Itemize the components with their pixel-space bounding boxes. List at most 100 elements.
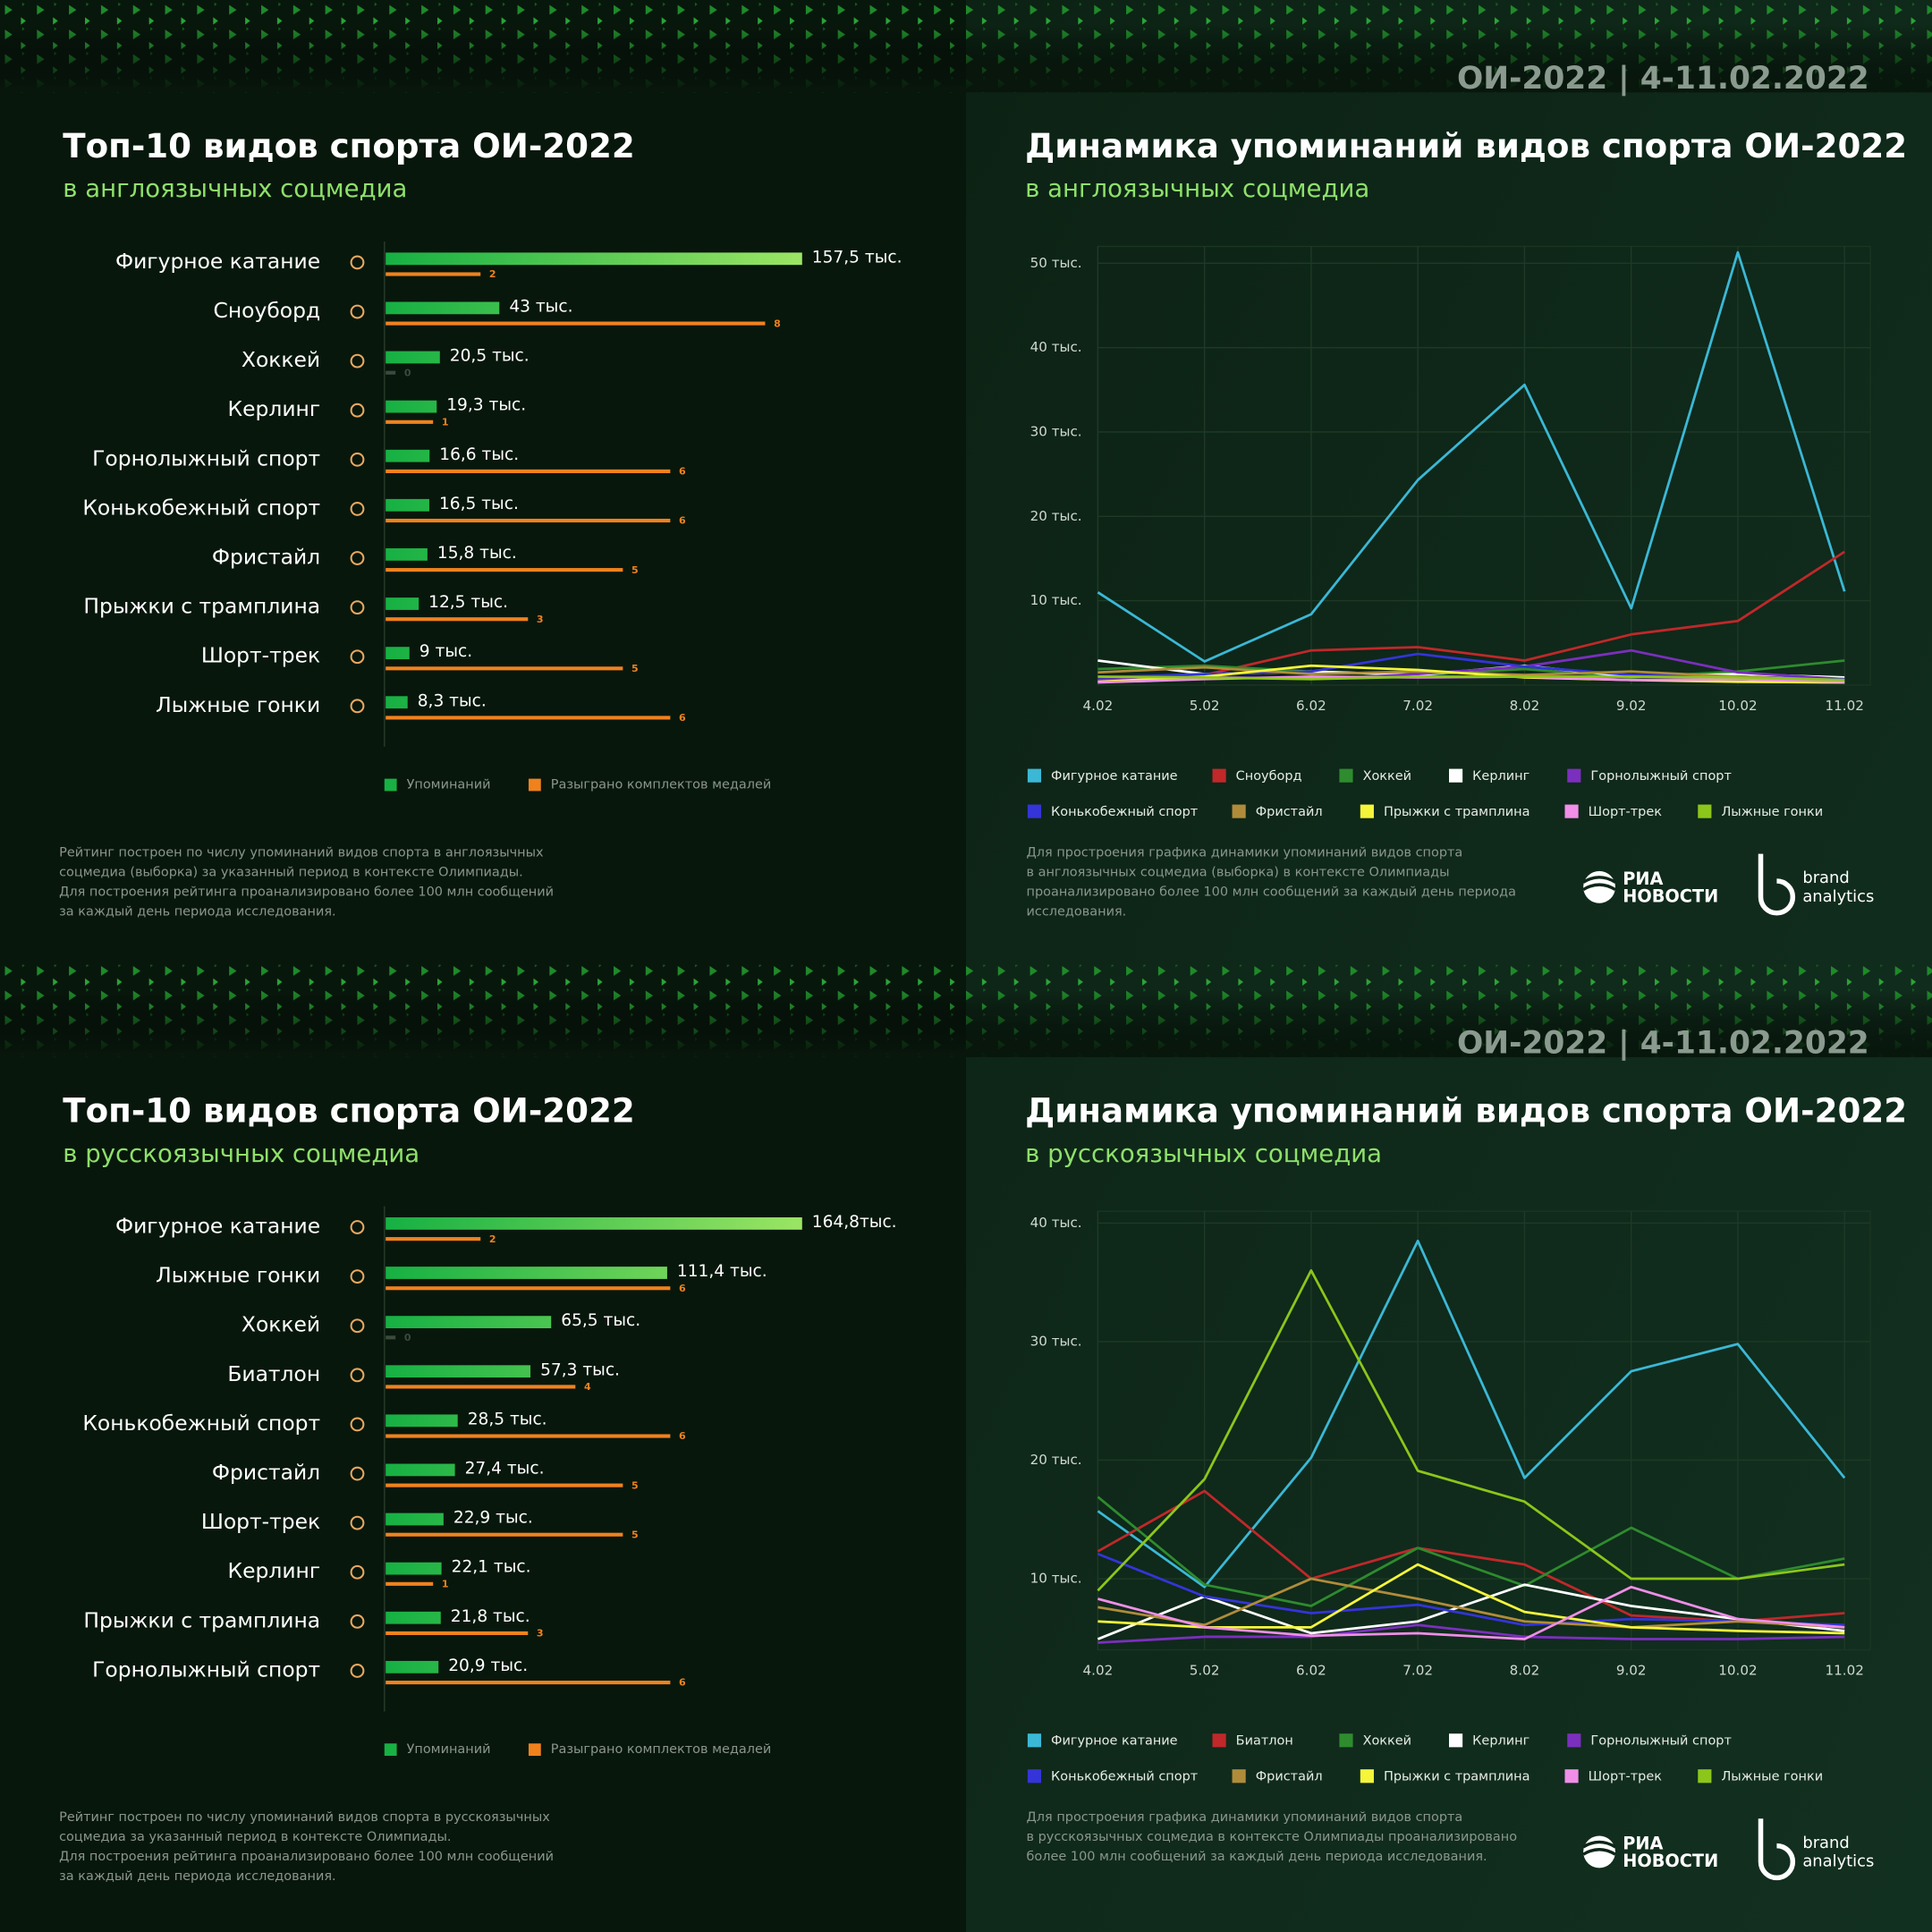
chart-subtitle: в англоязычных соцмедиа [1025, 174, 1369, 203]
category-label: Горнолыжный спорт [92, 1657, 320, 1682]
footnote: Для построения рейтинга проанализировано… [59, 1850, 554, 1864]
y-tick-label: 30 тыс. [1030, 423, 1082, 439]
legend-swatch [1564, 1769, 1579, 1784]
medal-label: 5 [631, 663, 639, 674]
legend-label: Горнолыжный спорт [1590, 769, 1731, 784]
logo-text: brand [1802, 869, 1849, 887]
value-label: 21,8 тыс. [451, 1607, 530, 1626]
x-tick-label: 9.02 [1616, 1662, 1647, 1678]
medal-bar [386, 1680, 671, 1685]
line-series [1097, 664, 1845, 684]
sport-icon [350, 1318, 365, 1334]
category-label: Фристайл [212, 1460, 320, 1485]
medal-bar [386, 716, 671, 720]
footnote: более 100 млн сообщений за каждый день п… [1027, 1850, 1487, 1864]
sport-icon [350, 551, 365, 565]
bar [386, 647, 410, 659]
bar [386, 1660, 439, 1674]
legend-swatch [1339, 1733, 1353, 1748]
logo-icon [1582, 1840, 1616, 1856]
legend-swatch [1698, 804, 1712, 818]
x-tick-label: 7.02 [1402, 698, 1433, 714]
x-tick-label: 5.02 [1190, 698, 1220, 714]
value-label: 12,5 тыс. [428, 593, 508, 612]
medal-label: 6 [679, 1283, 686, 1294]
legend-label: Упоминаний [407, 1742, 491, 1757]
footnote: Для построения рейтинга проанализировано… [59, 885, 554, 899]
medal-label: 5 [631, 564, 639, 576]
decor [0, 24, 1932, 93]
legend-label: Фристайл [1256, 805, 1323, 819]
footnote: соцмедиа за указанный период в контексте… [59, 1830, 451, 1844]
medal-label: 8 [774, 318, 781, 329]
medal-label: 4 [584, 1381, 591, 1393]
legend-label: Фигурное катание [1051, 1733, 1178, 1748]
legend-swatch [1449, 1733, 1463, 1748]
bar [386, 1562, 442, 1575]
medal-bar [386, 617, 529, 622]
chart-title: Динамика упоминаний видов спорта ОИ-2022 [1025, 1090, 1907, 1130]
x-tick-label: 5.02 [1190, 1662, 1220, 1678]
legend-swatch [1339, 768, 1353, 783]
medal-label: 1 [442, 417, 449, 428]
value-label: 20,9 тыс. [448, 1657, 528, 1675]
y-tick-label: 30 тыс. [1030, 1333, 1082, 1349]
legend-swatch [1564, 804, 1579, 818]
legend-swatch [1449, 768, 1463, 783]
medal-bar [386, 568, 623, 572]
chart-panel: Топ-10 видов спорта ОИ-2022 в англоязычны… [59, 126, 902, 919]
legend-label: Керлинг [1472, 769, 1530, 784]
legend-label: Лыжные гонки [1721, 805, 1823, 819]
value-label: 27,4 тыс. [465, 1460, 545, 1479]
bar [386, 301, 500, 315]
sport-icon [350, 1417, 365, 1432]
chart-title: Динамика упоминаний видов спорта ОИ-2022 [1025, 126, 1907, 165]
medal-bar [386, 272, 481, 276]
legend-swatch [1027, 1733, 1042, 1748]
legend-label: Упоминаний [407, 778, 491, 792]
sport-icon [350, 1368, 365, 1383]
chart-panel: ОИ-2022 | 4-11.02.2022 Динамика упоминани… [1025, 1026, 1907, 1881]
medal-label: 1 [442, 1579, 449, 1590]
bar [386, 1611, 441, 1624]
footnote: за каждый день периода исследования. [59, 904, 336, 919]
x-tick-label: 11.02 [1826, 1662, 1864, 1678]
value-label: 164,8тыс. [812, 1213, 897, 1232]
medal-bar [386, 370, 396, 375]
sport-icon [350, 255, 365, 270]
chart-title: Топ-10 видов спорта ОИ-2022 [63, 126, 635, 165]
y-tick-label: 50 тыс. [1030, 255, 1082, 271]
medal-bar [386, 666, 623, 671]
value-label: 20,5 тыс. [450, 347, 530, 366]
medal-label: 6 [679, 1430, 686, 1442]
medal-label: 6 [679, 515, 686, 527]
x-tick-label: 4.02 [1083, 698, 1114, 714]
header: ОИ-2022 | 4-11.02.2022 [1457, 1026, 1869, 1062]
category-label: Прыжки с трамплина [83, 1607, 320, 1632]
value-label: 15,8 тыс. [437, 544, 517, 563]
legend-label: Хоккей [1363, 769, 1412, 784]
legend-swatch [1232, 804, 1246, 818]
legend-label: Разыграно комплектов медалей [551, 1742, 772, 1757]
x-tick-label: 9.02 [1616, 698, 1647, 714]
legend-swatch [1698, 1769, 1712, 1784]
value-label: 28,5 тыс. [468, 1410, 547, 1428]
sport-icon [350, 649, 365, 665]
category-label: Фристайл [212, 545, 320, 570]
line-series [1097, 1583, 1845, 1640]
bar [386, 696, 408, 709]
legend-label: Горнолыжный спорт [1590, 1733, 1731, 1748]
value-label: 157,5 тыс. [812, 248, 902, 267]
value-label: 8,3 тыс. [418, 691, 487, 710]
sport-icon [350, 1269, 365, 1284]
value-label: 19,3 тыс. [446, 396, 526, 415]
line-series [1097, 1563, 1845, 1635]
y-tick-label: 40 тыс. [1030, 339, 1082, 355]
medal-label: 2 [489, 1233, 496, 1245]
footnote: в русскоязычных соцмедиа в контексте Оли… [1027, 1830, 1518, 1844]
sport-icon [350, 304, 365, 319]
legend-swatch [1212, 1733, 1226, 1748]
bar [386, 1463, 455, 1477]
medal-bar [386, 1385, 576, 1389]
sport-icon [350, 1614, 365, 1629]
